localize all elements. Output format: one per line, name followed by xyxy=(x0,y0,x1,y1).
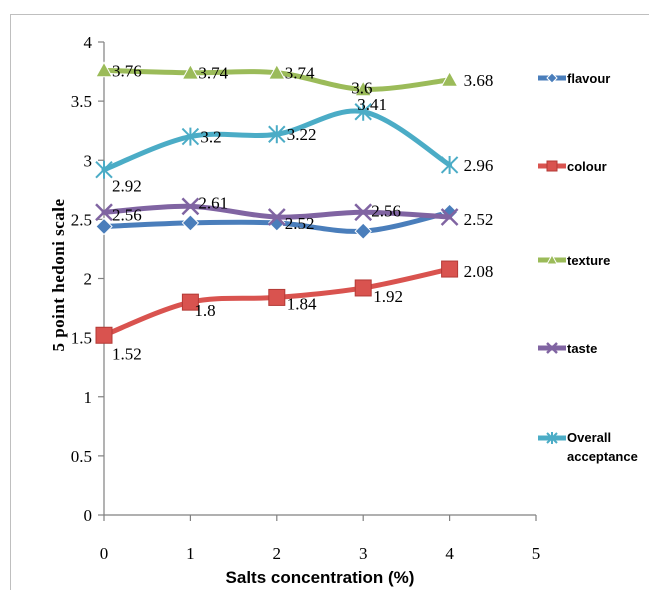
star-marker xyxy=(546,432,558,444)
y-tick-label: 0.5 xyxy=(71,447,92,466)
chart-frame xyxy=(10,14,649,590)
data-label: 2.92 xyxy=(112,177,142,196)
star-marker xyxy=(440,155,459,174)
x-marker xyxy=(181,197,200,216)
legend-label: Overall acceptance xyxy=(567,430,638,464)
series-taste xyxy=(95,197,459,226)
data-label: 2.56 xyxy=(112,205,142,224)
data-label: 3.74 xyxy=(198,64,228,83)
y-tick-label: 1 xyxy=(84,388,93,407)
y-tick-label: 3.5 xyxy=(71,92,92,111)
diamond-marker xyxy=(95,217,113,236)
star-marker xyxy=(95,160,113,179)
y-tick-label: 3 xyxy=(84,151,93,170)
data-label: 1.52 xyxy=(112,344,142,363)
triangle-marker xyxy=(546,253,558,265)
legend-item-overall-acceptance: Overall acceptance xyxy=(538,430,638,464)
series-overall-acceptance xyxy=(95,102,459,179)
y-tick-label: 4 xyxy=(84,33,93,52)
axes: 00.511.522.533.540 1 2 3 4 5 xyxy=(71,33,541,563)
data-label: 3.41 xyxy=(357,95,387,114)
data-label: 1.92 xyxy=(373,287,403,306)
triangle-marker xyxy=(95,61,113,78)
x-marker xyxy=(354,203,373,222)
diamond-marker xyxy=(354,222,372,240)
data-label: 2.96 xyxy=(464,156,494,175)
square-marker xyxy=(546,160,558,172)
data-label: 3.74 xyxy=(285,64,315,83)
square-marker xyxy=(95,326,113,344)
square-marker xyxy=(181,293,199,311)
x-marker-stroke xyxy=(95,203,113,222)
legend: flavour colour texture taste Overall acceptan… xyxy=(538,71,638,464)
star-marker xyxy=(268,125,286,144)
diamond-marker xyxy=(181,214,200,232)
x-tick-label: 5 xyxy=(532,544,541,563)
x-tick-label: 4 xyxy=(445,544,454,563)
data-label: 3.6 xyxy=(351,78,372,97)
x-marker-stroke xyxy=(440,208,459,226)
data-label: 3.76 xyxy=(112,61,142,80)
series-layer xyxy=(95,61,459,344)
y-tick-label: 2.5 xyxy=(71,210,92,229)
star-marker xyxy=(181,127,200,146)
data-label: 3.2 xyxy=(200,128,221,147)
x-tick-label: 1 xyxy=(186,544,195,563)
data-labels: 1.52 1.8 1.84 1.92 2.08 3.76 3.74 3.74 3.6 3.68 2.… xyxy=(112,61,493,363)
legend-label: colour xyxy=(567,159,607,174)
x-tick-label: 3 xyxy=(359,544,368,563)
data-label: 1.8 xyxy=(194,301,215,320)
legend-label: taste xyxy=(567,341,597,356)
data-label: 1.84 xyxy=(287,294,317,313)
x-marker-stroke xyxy=(267,208,286,226)
legend-label: flavour xyxy=(567,71,610,86)
square-marker xyxy=(354,279,372,297)
x-marker-stroke xyxy=(181,197,200,216)
data-label: 2.52 xyxy=(464,210,494,229)
triangle-marker xyxy=(440,70,459,87)
square-marker xyxy=(268,288,286,306)
y-tick-label: 2 xyxy=(84,270,93,289)
data-label: 2.61 xyxy=(198,193,228,212)
triangle-marker xyxy=(267,63,286,80)
legend-item-flavour: flavour xyxy=(538,71,610,86)
legend-item-texture: texture xyxy=(538,253,610,268)
x-marker xyxy=(95,203,113,222)
square-marker xyxy=(441,260,459,278)
legend-item-colour: colour xyxy=(538,159,607,174)
y-tick-label: 0 xyxy=(84,506,93,525)
x-marker xyxy=(440,208,459,226)
x-marker xyxy=(546,342,558,354)
y-tick-label: 1.5 xyxy=(71,329,92,348)
x-axis-label: Salts concentration (%) xyxy=(226,568,415,587)
data-label: 3.22 xyxy=(287,125,317,144)
data-label: 2.56 xyxy=(371,201,401,220)
data-label: 2.52 xyxy=(285,214,315,233)
data-label: 2.08 xyxy=(464,262,494,281)
y-axis-label: 5 point hedoni scale xyxy=(49,198,68,351)
data-label: 3.68 xyxy=(464,71,494,90)
x-marker xyxy=(267,208,286,226)
series-colour xyxy=(95,260,459,344)
triangle-marker xyxy=(181,63,200,80)
x-tick-label: 2 xyxy=(273,544,282,563)
x-marker-stroke xyxy=(546,342,558,354)
diamond-marker xyxy=(546,72,558,84)
triangle-marker xyxy=(354,80,373,97)
star-marker xyxy=(354,102,372,121)
legend-item-taste: taste xyxy=(538,341,597,356)
x-marker-stroke xyxy=(354,203,373,222)
legend-label: texture xyxy=(567,253,610,268)
series-texture xyxy=(95,61,459,97)
x-tick-label: 0 xyxy=(100,544,109,563)
